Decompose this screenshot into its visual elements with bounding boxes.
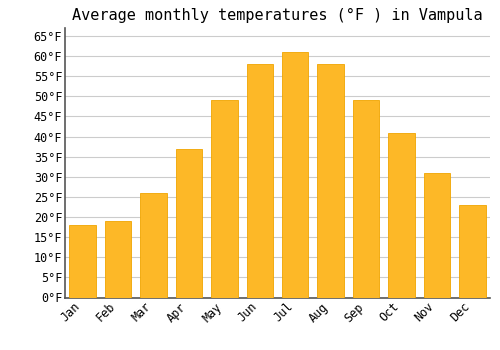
Bar bbox=[282, 52, 308, 298]
Bar bbox=[318, 64, 344, 298]
Bar bbox=[424, 173, 450, 298]
Bar bbox=[388, 133, 414, 298]
Bar bbox=[246, 64, 273, 298]
Bar bbox=[70, 225, 96, 298]
Bar bbox=[140, 193, 167, 298]
Title: Average monthly temperatures (°F ) in Vampula: Average monthly temperatures (°F ) in Va… bbox=[72, 8, 483, 23]
Bar bbox=[211, 100, 238, 298]
Bar bbox=[459, 205, 485, 298]
Bar bbox=[176, 149, 202, 298]
Bar bbox=[105, 221, 132, 298]
Bar bbox=[353, 100, 380, 298]
